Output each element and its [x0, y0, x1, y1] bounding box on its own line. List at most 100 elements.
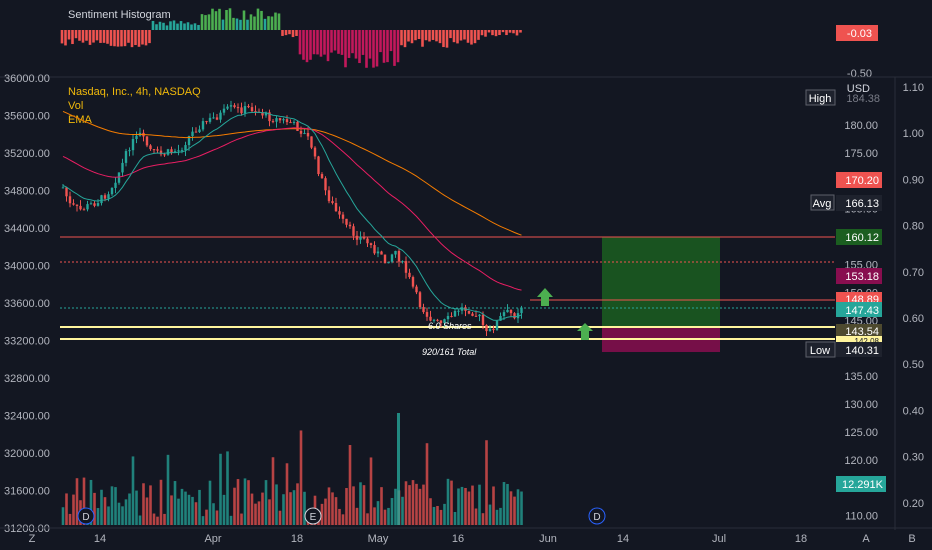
candle-body: [268, 112, 271, 122]
indicator-pane[interactable]: Sentiment Histogram -0.03 -0.50: [0, 0, 895, 80]
right-scale-axis[interactable]: 1.10 1.00 0.90 0.80 0.70 0.60 0.50 0.40 0.30 0.20: [903, 82, 924, 510]
candle-body: [131, 139, 135, 151]
histogram-bar: [71, 30, 74, 45]
left-price-axis[interactable]: 36000.00 35600.00 35200.00 34800.00 34400.00…: [4, 73, 50, 535]
low-value-box: [836, 342, 882, 357]
histogram-bar: [498, 30, 501, 36]
legend-vol[interactable]: Vol: [68, 100, 83, 112]
left-tick-label: 34000.00: [4, 261, 50, 273]
currency-label[interactable]: USD: [847, 83, 870, 95]
volume-badge[interactable]: [836, 476, 886, 492]
center-tick-label: 135.00: [844, 371, 878, 383]
target-zone[interactable]: [602, 237, 720, 328]
badge-147[interactable]: [836, 302, 882, 317]
event-dividend-2[interactable]: D: [588, 507, 606, 525]
histogram-bar: [386, 30, 389, 63]
low-badge[interactable]: Low 140.31: [805, 341, 882, 358]
time-axis[interactable]: 14 Apr 18 May 16 Jun 14 Jul 18: [94, 533, 807, 545]
avg-badge[interactable]: Avg 166.13: [810, 194, 882, 211]
histogram-bar: [284, 30, 288, 36]
histogram-bar: [176, 23, 179, 30]
volume-bar: [100, 489, 103, 525]
high-badge[interactable]: High 184.38: [805, 89, 880, 106]
histogram-bar: [508, 30, 512, 33]
histogram-bar: [102, 30, 106, 43]
volume-bar: [411, 480, 415, 525]
candle-body: [513, 313, 516, 319]
volume-bar: [65, 493, 68, 525]
ema-mid-line[interactable]: [62, 127, 522, 291]
histogram-bar: [344, 30, 347, 68]
candle-body: [261, 112, 264, 116]
ema-slow-line[interactable]: [62, 110, 522, 236]
volume-bar: [397, 413, 400, 525]
candle-body: [467, 310, 471, 314]
candle-body: [317, 156, 320, 175]
histogram-bar: [515, 30, 519, 36]
volume-bar: [331, 492, 334, 525]
histogram-bar: [277, 13, 281, 30]
histogram-bar: [270, 16, 274, 30]
event-d1-label: D: [82, 512, 89, 523]
histogram-bar: [214, 11, 218, 31]
volume-bar: [208, 480, 212, 525]
candle-body: [471, 313, 474, 316]
histogram-bar: [326, 30, 330, 62]
badge-143[interactable]: [836, 324, 882, 338]
candle-body: [450, 316, 453, 318]
event-earnings-1[interactable]: E: [304, 507, 322, 525]
candle-body: [359, 236, 362, 240]
volume-bar: [516, 489, 520, 525]
candle-body: [285, 119, 289, 123]
price-candles[interactable]: [61, 100, 523, 336]
left-tick-label: 36000.00: [4, 73, 50, 85]
histogram-bar: [470, 30, 473, 45]
candle-body: [82, 209, 86, 211]
scale-b-button[interactable]: B: [908, 533, 915, 545]
candle-body: [96, 203, 100, 206]
volume-bar: [369, 457, 373, 525]
avg-label-box: [810, 194, 835, 211]
badge-147-text: 147.43: [845, 305, 879, 317]
histogram-bar: [256, 8, 260, 30]
badge-160[interactable]: [836, 229, 882, 245]
histogram-bar: [379, 30, 382, 53]
badge-153[interactable]: [836, 268, 882, 284]
volume-bar: [156, 516, 159, 525]
buy-arrow-1[interactable]: [537, 288, 553, 306]
candle-body: [306, 132, 310, 137]
volume-bar: [439, 509, 443, 525]
histogram-bar: [410, 30, 414, 44]
histogram-bar: [319, 30, 323, 57]
volume-bar: [373, 507, 376, 525]
candle-body: [439, 320, 443, 324]
auto-scale-button[interactable]: A: [862, 533, 870, 545]
volume-bar: [338, 508, 341, 525]
corner-z-button[interactable]: Z: [29, 533, 36, 545]
ema-fast-line[interactable]: [62, 111, 522, 321]
histogram-bar: [242, 10, 246, 30]
histogram-bar: [260, 10, 263, 31]
badge-142[interactable]: [836, 336, 882, 344]
avg-value: 166.13: [845, 198, 879, 210]
indicator-value-text: -0.03: [847, 28, 872, 40]
histogram-bar: [337, 30, 340, 54]
event-dividend-1[interactable]: D: [77, 507, 95, 525]
candle-body: [411, 277, 415, 287]
volume-bars: [61, 413, 523, 525]
volume-bar: [268, 499, 271, 525]
buy-arrow-2[interactable]: [577, 323, 593, 340]
main-pane[interactable]: 36000.00 35600.00 35200.00 34800.00 34400.00…: [4, 73, 924, 535]
histogram-bar: [130, 30, 134, 48]
volume-bar: [68, 513, 72, 525]
time-tick-label: Jul: [712, 533, 726, 545]
candle-body: [65, 187, 68, 197]
badge-170[interactable]: [836, 172, 882, 188]
volume-bar: [376, 501, 380, 525]
volume-bar: [401, 496, 404, 525]
legend-symbol[interactable]: Nasdaq, Inc., 4h, NASDAQ: [68, 86, 201, 98]
total-annotation: 920/161 Total: [422, 347, 477, 357]
candle-body: [348, 224, 352, 227]
histogram-bar: [95, 30, 99, 41]
